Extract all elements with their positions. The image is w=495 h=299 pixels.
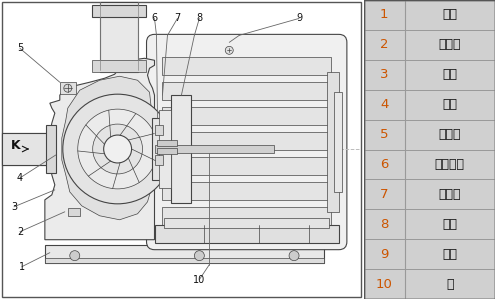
- Bar: [157, 148, 177, 154]
- Circle shape: [78, 109, 157, 189]
- Bar: [155, 125, 163, 135]
- Circle shape: [70, 251, 80, 261]
- Bar: [154, 225, 339, 243]
- Text: 1: 1: [380, 8, 389, 22]
- Bar: [162, 107, 331, 125]
- Bar: [171, 95, 192, 203]
- Text: 5: 5: [380, 128, 389, 141]
- Text: 4: 4: [380, 98, 389, 111]
- Circle shape: [195, 251, 204, 261]
- Text: 1: 1: [19, 262, 25, 271]
- Circle shape: [63, 94, 172, 204]
- Text: 端盖: 端盖: [443, 218, 457, 231]
- Text: 电机: 电机: [443, 248, 457, 261]
- Text: 10: 10: [193, 274, 205, 285]
- Text: K: K: [11, 138, 21, 152]
- Bar: [92, 5, 146, 17]
- Text: 取压孔: 取压孔: [439, 128, 461, 141]
- Bar: [60, 82, 76, 94]
- Text: 6: 6: [151, 13, 157, 23]
- FancyBboxPatch shape: [147, 34, 347, 250]
- Bar: [157, 140, 177, 146]
- Text: 底座: 底座: [443, 8, 457, 22]
- Bar: [162, 82, 331, 100]
- Bar: [99, 2, 138, 72]
- Text: 轴: 轴: [446, 277, 453, 291]
- Text: 3: 3: [380, 68, 389, 81]
- Text: 9: 9: [380, 248, 389, 261]
- Text: 7: 7: [380, 188, 389, 201]
- Bar: [159, 110, 171, 188]
- Circle shape: [93, 124, 143, 174]
- Circle shape: [64, 84, 72, 92]
- Bar: [164, 218, 329, 228]
- Text: 机械密封: 机械密封: [435, 158, 465, 171]
- Bar: [334, 92, 342, 192]
- Bar: [162, 207, 331, 225]
- Bar: [162, 157, 331, 175]
- Text: 泵体: 泵体: [443, 68, 457, 81]
- Polygon shape: [45, 58, 154, 240]
- Bar: [45, 258, 324, 263]
- Text: 10: 10: [376, 277, 393, 291]
- Text: 9: 9: [296, 13, 302, 23]
- Bar: [46, 125, 56, 173]
- Bar: [68, 208, 80, 216]
- Bar: [45, 245, 324, 263]
- Polygon shape: [62, 76, 151, 220]
- Text: 5: 5: [17, 43, 23, 53]
- Text: 4: 4: [17, 173, 23, 183]
- Circle shape: [103, 135, 132, 163]
- Text: 8: 8: [197, 13, 202, 23]
- Text: 3: 3: [11, 202, 17, 212]
- Bar: [162, 182, 331, 200]
- Circle shape: [289, 251, 299, 261]
- Text: 7: 7: [174, 13, 181, 23]
- Text: 8: 8: [380, 218, 389, 231]
- Text: 挡水圈: 挡水圈: [439, 188, 461, 201]
- Bar: [151, 118, 171, 180]
- Bar: [2, 133, 52, 165]
- Text: 2: 2: [17, 227, 23, 237]
- Bar: [92, 60, 146, 72]
- Bar: [162, 57, 331, 75]
- Bar: [327, 72, 339, 212]
- Bar: [162, 132, 331, 150]
- Text: 放水孔: 放水孔: [439, 38, 461, 51]
- Bar: [154, 145, 274, 153]
- Text: 叶轮: 叶轮: [443, 98, 457, 111]
- Bar: [155, 155, 163, 165]
- Text: 2: 2: [380, 38, 389, 51]
- Text: 6: 6: [380, 158, 389, 171]
- Circle shape: [225, 46, 233, 54]
